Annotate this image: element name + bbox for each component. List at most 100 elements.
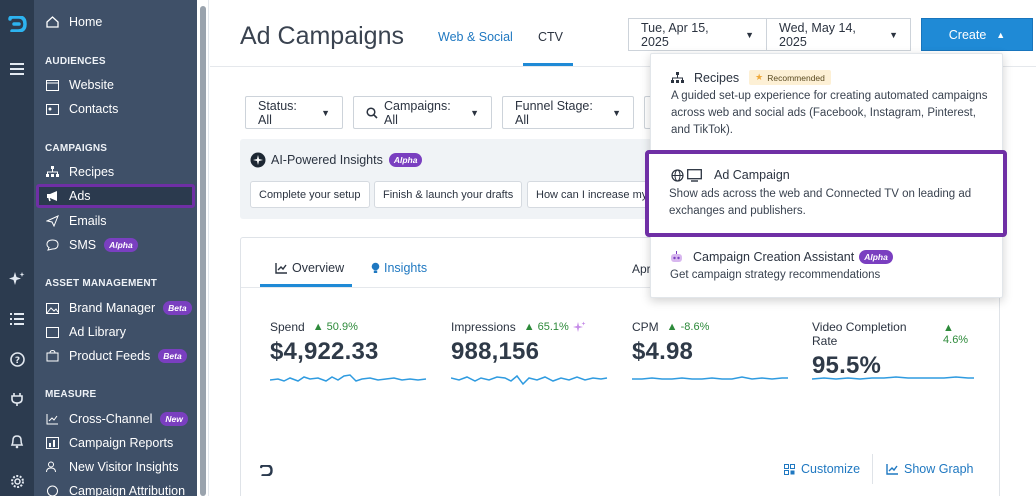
metric-delta: ▲ 65.1% (523, 321, 569, 333)
sidebar-item-product-feeds[interactable]: Product Feeds Beta (38, 344, 193, 368)
show-graph-label: Show Graph (904, 462, 974, 476)
sidebar-item-website[interactable]: Website (38, 73, 193, 97)
sidebar-item-label: Recipes (69, 165, 115, 179)
bell-notifications-icon[interactable] (0, 428, 34, 454)
menu-item-label: Campaign Creation Assistant (693, 250, 855, 264)
menu-item-description: A guided set-up experience for creating … (671, 90, 988, 136)
attribution-icon (45, 484, 59, 496)
icon-rail: ? (0, 0, 34, 496)
reports-icon (45, 436, 59, 450)
user-plus-icon (45, 460, 59, 474)
active-tab-indicator (260, 284, 352, 287)
sidebar-item-sms[interactable]: SMS Alpha (38, 233, 193, 257)
funnel-filter-label: Funnel Stage: All (515, 98, 593, 127)
start-date-picker[interactable]: Tue, Apr 15, 2025 ▼ (628, 18, 767, 51)
tab-ctv[interactable]: CTV (538, 30, 563, 44)
create-button[interactable]: Create ▲ (921, 18, 1033, 51)
recommended-label: Recommended (767, 72, 825, 83)
sidebar-item-contacts[interactable]: Contacts (38, 97, 193, 121)
metric-impressions: Impressions ▲ 65.1% 988,156 (451, 320, 621, 386)
metric-spend: Spend ▲ 50.9% $4,922.33 (270, 320, 440, 382)
recipes-tree-icon (45, 165, 59, 179)
sidebar-item-campaign-attribution[interactable]: Campaign Attribution (38, 479, 193, 496)
status-filter[interactable]: Status: All ▼ (245, 96, 343, 129)
chart-icon (45, 412, 59, 426)
tv-icon (687, 168, 702, 182)
sidebar-item-brand-manager[interactable]: Brand Manager Beta (38, 296, 193, 320)
sidebar-item-label: Cross-Channel (69, 412, 153, 426)
delta-value: 65.1% (537, 321, 569, 333)
tab-overview-label: Overview (292, 261, 345, 275)
menu-item-description: Show ads across the web and Connected TV… (669, 188, 972, 217)
sidebar-item-emails[interactable]: Emails (38, 209, 193, 233)
app-logo-icon[interactable] (0, 0, 34, 48)
metric-value: 95.5% (812, 352, 882, 379)
menu-item-campaign-assistant[interactable]: Campaign Creation Assistant Alpha (670, 250, 893, 264)
sidebar-item-new-visitor-insights[interactable]: New Visitor Insights (38, 455, 193, 479)
sidebar-item-ad-library[interactable]: Ad Library (38, 320, 193, 344)
sidebar-item-campaign-reports[interactable]: Campaign Reports (38, 431, 193, 455)
sidebar-item-home[interactable]: Home (38, 10, 193, 34)
hamburger-menu-icon[interactable] (0, 56, 34, 82)
image-icon (45, 301, 59, 315)
tab-web-social[interactable]: Web & Social (438, 30, 513, 44)
search-icon (366, 106, 378, 119)
tasks-list-icon[interactable] (0, 306, 34, 332)
sparkle-ai-icon[interactable] (0, 266, 34, 292)
menu-item-recipes[interactable]: Recipes ★ Recommended (671, 70, 831, 85)
megaphone-icon (45, 189, 59, 203)
chart-line-icon (275, 262, 287, 274)
chat-bubble-icon (45, 238, 59, 252)
ai-sparkle-icon (250, 152, 266, 168)
sidebar-item-label: Emails (69, 214, 107, 228)
sidebar-scrollbar[interactable] (200, 6, 206, 496)
recipes-tree-icon (671, 71, 684, 84)
ai-chip-finish-drafts[interactable]: Finish & launch your drafts (374, 181, 523, 208)
sidebar-item-recipes[interactable]: Recipes (38, 160, 193, 184)
recommended-badge: ★ Recommended (749, 70, 831, 85)
sidebar-item-label: Brand Manager (69, 301, 156, 315)
metric-delta: ▲ 50.9% (312, 321, 358, 333)
settings-gear-icon[interactable] (0, 468, 34, 494)
help-icon[interactable]: ? (0, 346, 34, 372)
tab-overview[interactable]: Overview (275, 261, 344, 275)
menu-item-ad-campaign[interactable]: Ad Campaign Show ads across the web and … (645, 150, 1007, 237)
sparkline (632, 376, 788, 380)
home-icon (45, 15, 59, 29)
caret-down-icon: ▼ (889, 29, 898, 40)
contacts-card-icon (45, 102, 59, 116)
alpha-badge: Alpha (104, 238, 138, 252)
sidebar-item-label: Campaign Reports (69, 436, 174, 450)
metric-value: $4,922.33 (270, 338, 379, 365)
sidebar-item-label: New Visitor Insights (69, 460, 179, 474)
more-filter[interactable] (644, 96, 654, 129)
end-date-picker[interactable]: Wed, May 14, 2025 ▼ (766, 18, 911, 51)
alpha-badge: Alpha (859, 250, 893, 264)
card-divider (241, 287, 999, 288)
metric-label: Impressions (451, 320, 516, 334)
campaigns-filter-label: Campaigns: All (384, 98, 451, 127)
sparkline (812, 376, 974, 380)
ai-chip-complete-setup[interactable]: Complete your setup (250, 181, 370, 208)
metric-label: CPM (632, 320, 659, 334)
date-range-label: Apr (632, 262, 651, 276)
customize-label: Customize (801, 462, 861, 476)
campaigns-filter[interactable]: Campaigns: All ▼ (353, 96, 492, 129)
sidebar-item-label: Product Feeds (69, 349, 151, 363)
funnel-stage-filter[interactable]: Funnel Stage: All ▼ (502, 96, 634, 129)
caret-down-icon: ▼ (470, 107, 479, 118)
footer-divider (872, 454, 873, 484)
customize-grid-icon (784, 463, 795, 475)
sidebar-item-cross-channel[interactable]: Cross-Channel New (38, 407, 193, 431)
customize-button[interactable]: Customize (784, 462, 860, 476)
sidebar-item-ads[interactable]: Ads (36, 184, 195, 208)
menu-item-label: Ad Campaign (714, 168, 790, 182)
sidebar-item-label: SMS (69, 238, 97, 252)
tab-insights[interactable]: Insights (371, 261, 427, 275)
sidebar-item-label: Website (69, 78, 114, 92)
sparkle-icon (572, 321, 586, 334)
ai-chip-increase[interactable]: How can I increase my l (527, 181, 660, 208)
show-graph-button[interactable]: Show Graph (886, 462, 973, 476)
plug-integrations-icon[interactable] (0, 386, 34, 412)
svg-text:?: ? (14, 356, 19, 366)
